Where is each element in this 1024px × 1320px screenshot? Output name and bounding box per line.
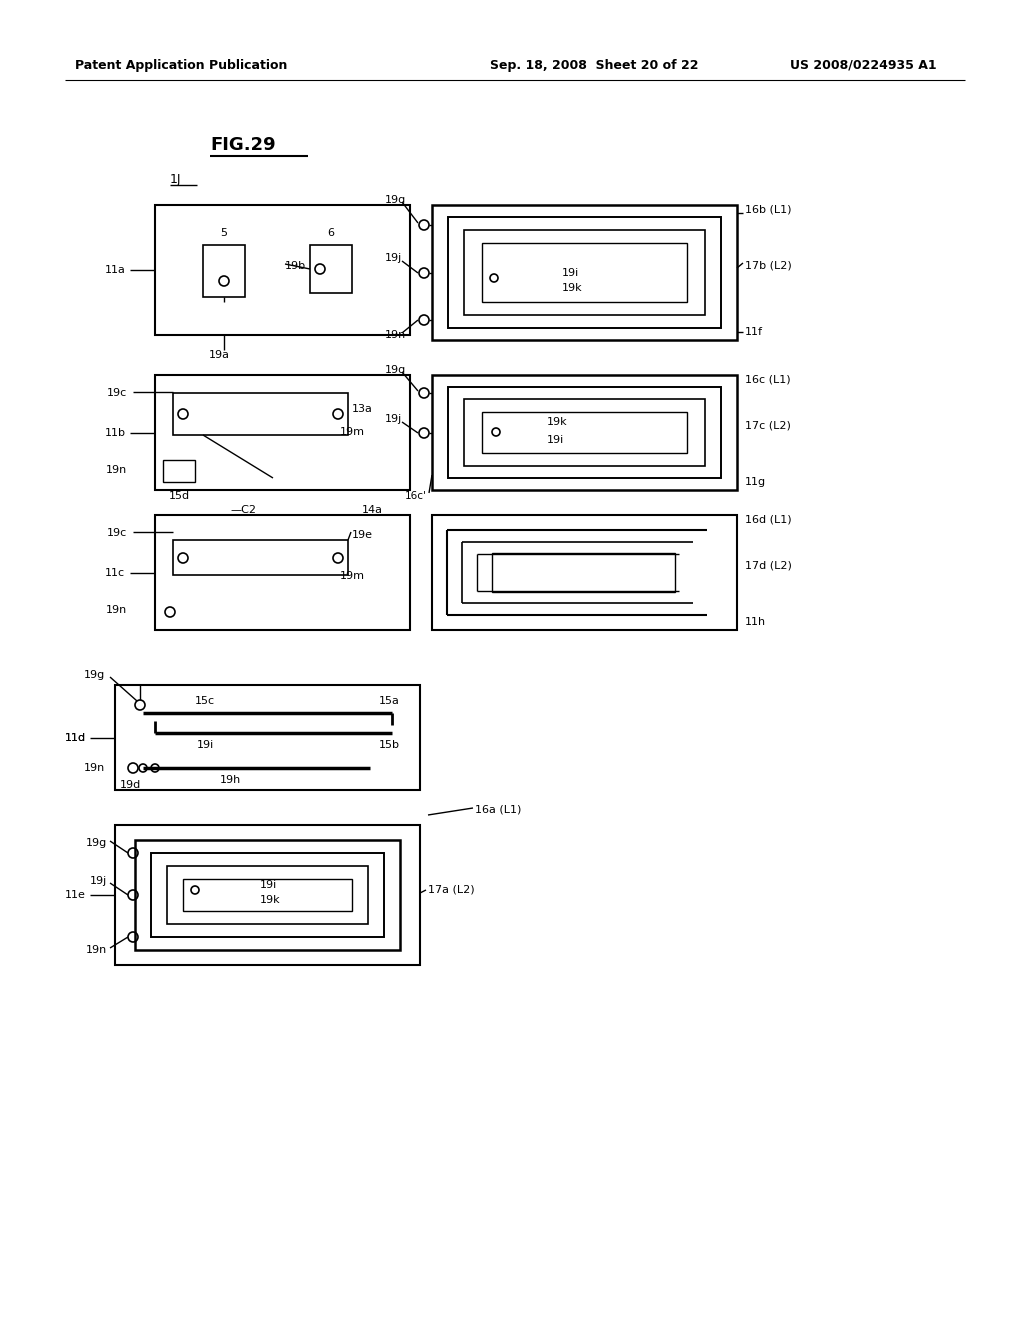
- Bar: [151, 853, 384, 937]
- Text: 19m: 19m: [340, 426, 365, 437]
- Bar: [464, 230, 705, 315]
- Text: 14a: 14a: [362, 506, 383, 515]
- Text: 11e: 11e: [65, 890, 86, 900]
- Bar: [203, 246, 245, 297]
- Bar: [115, 825, 420, 965]
- Text: 19i: 19i: [260, 880, 278, 890]
- Text: 16c (L1): 16c (L1): [745, 375, 791, 385]
- Bar: [173, 393, 348, 436]
- Text: Sep. 18, 2008  Sheet 20 of 22: Sep. 18, 2008 Sheet 20 of 22: [490, 58, 698, 71]
- Text: 19i: 19i: [547, 436, 564, 445]
- Bar: [310, 246, 352, 293]
- Text: 16d (L1): 16d (L1): [745, 515, 792, 525]
- Bar: [155, 205, 410, 335]
- Text: Patent Application Publication: Patent Application Publication: [75, 58, 288, 71]
- Text: 19n: 19n: [105, 605, 127, 615]
- Text: 19n: 19n: [84, 763, 105, 774]
- Text: 19c: 19c: [106, 388, 127, 399]
- Text: 11d: 11d: [65, 733, 86, 743]
- Text: 11h: 11h: [745, 616, 766, 627]
- Text: 19g: 19g: [385, 366, 407, 375]
- Text: 19i: 19i: [197, 741, 214, 750]
- Bar: [432, 375, 737, 490]
- Text: 17d (L2): 17d (L2): [745, 560, 792, 570]
- Text: 19g: 19g: [86, 838, 106, 847]
- Text: —C2: —C2: [230, 506, 256, 515]
- Text: 16a (L1): 16a (L1): [475, 805, 521, 814]
- Text: 11d: 11d: [65, 733, 86, 743]
- Text: 5: 5: [220, 228, 227, 238]
- Text: 19m: 19m: [340, 572, 365, 581]
- Text: 19j: 19j: [385, 414, 402, 424]
- Bar: [492, 553, 675, 591]
- Text: 19c: 19c: [106, 528, 127, 539]
- Bar: [449, 216, 721, 327]
- Text: 16b (L1): 16b (L1): [745, 205, 792, 215]
- Text: 17a (L2): 17a (L2): [428, 884, 475, 895]
- Text: 19j: 19j: [90, 876, 106, 886]
- Text: 19n: 19n: [105, 465, 127, 475]
- Text: 17c (L2): 17c (L2): [745, 420, 791, 430]
- Text: 15c: 15c: [195, 696, 215, 706]
- Bar: [167, 866, 368, 924]
- Text: 11a: 11a: [105, 265, 126, 275]
- Bar: [173, 540, 348, 576]
- Text: 19g: 19g: [385, 195, 407, 205]
- Text: 16c': 16c': [406, 491, 427, 502]
- Text: 19k: 19k: [260, 895, 281, 906]
- Bar: [115, 685, 420, 789]
- Text: 17b (L2): 17b (L2): [745, 260, 792, 271]
- Text: 19k: 19k: [562, 282, 583, 293]
- Bar: [163, 459, 195, 482]
- Text: 13a: 13a: [352, 404, 373, 414]
- Text: 11b: 11b: [105, 428, 126, 438]
- Text: US 2008/0224935 A1: US 2008/0224935 A1: [790, 58, 937, 71]
- Bar: [432, 205, 737, 341]
- Text: 15d: 15d: [168, 491, 189, 502]
- Text: 19a: 19a: [209, 350, 229, 360]
- Bar: [432, 515, 737, 630]
- Bar: [155, 515, 410, 630]
- Text: 11g: 11g: [745, 477, 766, 487]
- Bar: [464, 399, 705, 466]
- Text: 19j: 19j: [385, 253, 402, 263]
- Bar: [155, 375, 410, 490]
- Text: 15b: 15b: [379, 741, 400, 750]
- Bar: [183, 879, 352, 911]
- Text: 6: 6: [328, 228, 335, 238]
- Text: 11f: 11f: [745, 327, 763, 337]
- Text: 19i: 19i: [562, 268, 580, 279]
- Text: 19k: 19k: [547, 417, 567, 426]
- Text: 19g: 19g: [84, 671, 105, 680]
- Bar: [482, 243, 687, 302]
- Text: 19b: 19b: [285, 261, 306, 271]
- Text: 19d: 19d: [120, 780, 141, 789]
- Bar: [482, 412, 687, 453]
- Bar: [449, 387, 721, 478]
- Text: 19h: 19h: [219, 775, 241, 785]
- Text: 11c: 11c: [105, 568, 125, 578]
- Text: 19e: 19e: [352, 531, 373, 540]
- Text: 19n: 19n: [385, 330, 407, 341]
- Bar: [135, 840, 400, 950]
- Text: 19n: 19n: [86, 945, 106, 954]
- Text: 1J: 1J: [170, 173, 181, 186]
- Text: FIG.29: FIG.29: [210, 136, 275, 154]
- Text: 15a: 15a: [379, 696, 400, 706]
